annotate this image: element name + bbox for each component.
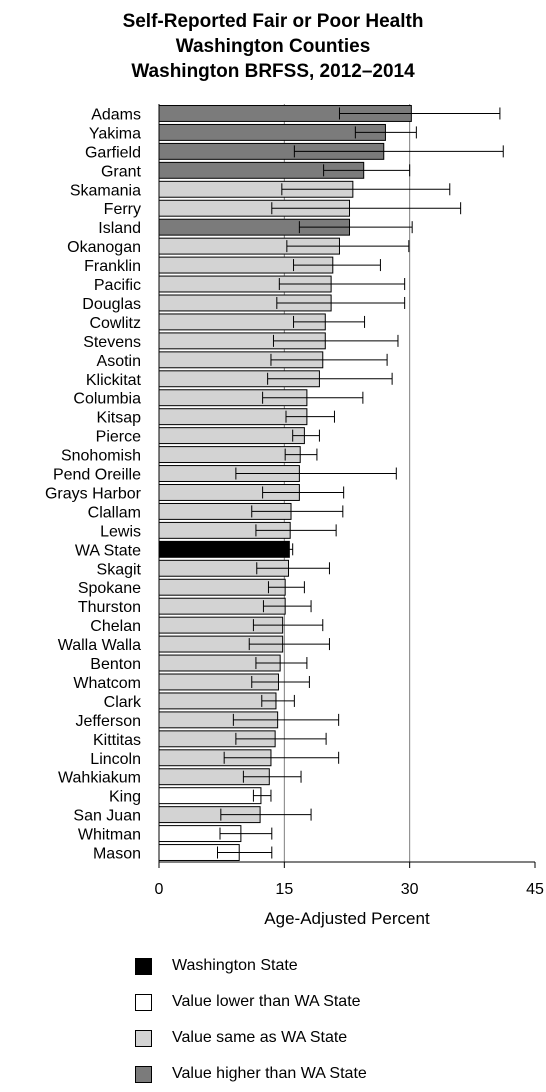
category-label: Grays Harbor bbox=[45, 485, 142, 502]
legend-item-state: Washington State bbox=[135, 948, 367, 984]
chart-title-line-3: Washington BRFSS, 2012–2014 bbox=[131, 61, 415, 82]
chart-title-line-2: Washington Counties bbox=[175, 36, 371, 57]
x-axis-label: Age-Adjusted Percent bbox=[264, 909, 430, 928]
category-label: King bbox=[109, 789, 141, 806]
category-label: Whitman bbox=[78, 827, 141, 844]
legend-item-same: Value same as WA State bbox=[135, 1020, 367, 1056]
category-label: Okanogan bbox=[67, 239, 141, 256]
category-label: Island bbox=[98, 220, 141, 237]
legend-label-lower: Value lower than WA State bbox=[172, 993, 361, 1010]
x-tick-label: 30 bbox=[401, 881, 419, 898]
category-label: Columbia bbox=[73, 391, 141, 408]
category-label: Garfield bbox=[85, 144, 141, 161]
category-label: Lincoln bbox=[90, 751, 141, 768]
bar-spokane bbox=[158, 578, 286, 596]
x-tick-label: 0 bbox=[155, 881, 164, 898]
category-label: Snohomish bbox=[61, 448, 141, 465]
category-label: Mason bbox=[93, 846, 141, 863]
category-label: Yakima bbox=[89, 125, 141, 142]
category-label: Pend Oreille bbox=[53, 467, 141, 484]
category-label: Thurston bbox=[78, 599, 141, 616]
legend-swatch-lower bbox=[135, 993, 152, 1011]
category-label: Adams bbox=[91, 106, 141, 123]
x-tick-label: 45 bbox=[526, 881, 544, 898]
category-label: San Juan bbox=[73, 808, 141, 825]
legend-swatch-higher bbox=[135, 1065, 152, 1083]
chart-title-line-1: Self-Reported Fair or Poor Health bbox=[122, 11, 424, 32]
category-label: Chelan bbox=[90, 618, 141, 635]
legend-label-higher: Value higher than WA State bbox=[172, 1065, 367, 1082]
category-label: Klickitat bbox=[86, 372, 142, 389]
category-label: Franklin bbox=[84, 258, 141, 275]
bar-clark bbox=[158, 692, 277, 710]
category-label: Walla Walla bbox=[58, 637, 141, 654]
legend-label-same: Value same as WA State bbox=[172, 1029, 348, 1046]
category-label: Benton bbox=[90, 656, 141, 673]
bar-yakima bbox=[158, 123, 386, 141]
category-label: Cowlitz bbox=[89, 315, 141, 332]
category-label: Kitsap bbox=[97, 410, 142, 427]
legend-item-higher: Value higher than WA State bbox=[135, 1056, 367, 1092]
category-label: Skamania bbox=[70, 182, 141, 199]
legend-item-lower: Value lower than WA State bbox=[135, 984, 367, 1020]
category-label: Spokane bbox=[78, 580, 141, 597]
category-label: WA State bbox=[75, 542, 141, 559]
category-label: Lewis bbox=[100, 523, 141, 540]
category-label: Kittitas bbox=[93, 732, 141, 749]
x-tick-label: 15 bbox=[275, 881, 293, 898]
legend-label-state: Washington State bbox=[172, 957, 298, 974]
category-label: Jefferson bbox=[75, 713, 141, 730]
category-label: Ferry bbox=[104, 201, 141, 218]
category-label: Pierce bbox=[96, 429, 141, 446]
bar-wa-state bbox=[158, 540, 290, 558]
legend: Washington State Value lower than WA Sta… bbox=[135, 948, 367, 1092]
bar-kitsap bbox=[158, 408, 308, 426]
category-label: Clallam bbox=[88, 504, 141, 521]
legend-swatch-same bbox=[135, 1029, 152, 1047]
category-label: Pacific bbox=[94, 277, 141, 294]
bar-pierce bbox=[158, 427, 305, 445]
legend-swatch-state bbox=[135, 957, 152, 975]
category-label: Douglas bbox=[82, 296, 141, 313]
bar-snohomish bbox=[158, 446, 301, 464]
category-label: Grant bbox=[101, 163, 142, 180]
category-label: Clark bbox=[104, 694, 142, 711]
category-label: Stevens bbox=[83, 334, 141, 351]
category-label: Whatcom bbox=[73, 675, 141, 692]
category-label: Asotin bbox=[97, 353, 141, 370]
category-label: Wahkiakum bbox=[58, 770, 141, 787]
bar-king bbox=[158, 787, 262, 805]
bar-chart: Adams Yakima Garfield Grant Skamania Ferry Isl… bbox=[45, 104, 544, 928]
category-label: Skagit bbox=[97, 561, 142, 578]
